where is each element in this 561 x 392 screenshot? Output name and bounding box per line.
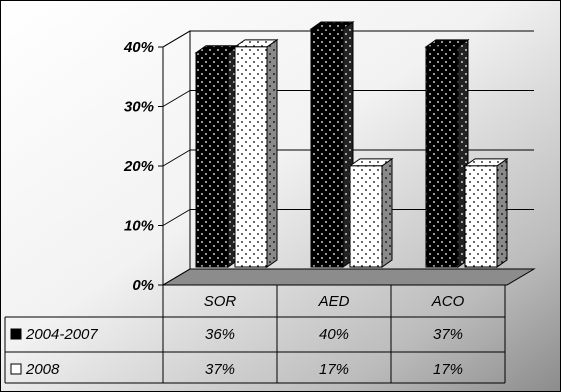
bar-front bbox=[349, 165, 383, 268]
x-tick-label: ACO bbox=[431, 293, 465, 310]
data-table: SOR AED ACO 2004-2007 36% 40% 37% 2008 37% 17% 17% bbox=[4, 285, 506, 384]
bar-front bbox=[310, 28, 344, 268]
gridline-side bbox=[162, 90, 191, 107]
floor bbox=[161, 268, 536, 286]
legend-label: 2004-2007 bbox=[25, 326, 98, 343]
data-label: 17% bbox=[433, 361, 463, 378]
y-tick-label: 0% bbox=[132, 277, 154, 294]
gridline-side bbox=[162, 30, 191, 48]
data-label: 37% bbox=[433, 326, 463, 343]
y-tick-label: 10% bbox=[124, 218, 154, 235]
bar-front bbox=[234, 46, 268, 268]
x-tick-label: SOR bbox=[204, 293, 237, 310]
data-label: 36% bbox=[205, 326, 235, 343]
bar-aed-2004-2007 bbox=[309, 21, 355, 268]
bar-sor-2004-2007 bbox=[194, 44, 240, 268]
y-axis: 0% 10% 20% 30% 40% bbox=[123, 39, 163, 294]
y-tick-label: 40% bbox=[123, 39, 154, 56]
bar-aco-2008 bbox=[463, 157, 509, 268]
bar-side bbox=[381, 157, 393, 268]
legend-marker bbox=[10, 363, 22, 375]
bar-front bbox=[425, 46, 459, 268]
bar-front bbox=[195, 52, 229, 268]
data-label: 40% bbox=[319, 326, 349, 343]
legend-marker bbox=[10, 328, 22, 340]
bar-side bbox=[266, 38, 278, 268]
bar-front bbox=[464, 165, 498, 268]
bar-aed-2008 bbox=[348, 157, 394, 268]
y-tick-label: 20% bbox=[123, 158, 154, 175]
data-label: 37% bbox=[205, 361, 235, 378]
y-tick-label: 30% bbox=[124, 99, 154, 116]
x-tick-label: AED bbox=[318, 293, 350, 310]
gridline-side bbox=[162, 209, 191, 226]
legend-label: 2008 bbox=[25, 361, 60, 378]
bars bbox=[194, 21, 509, 268]
data-label: 17% bbox=[319, 361, 349, 378]
bar-side bbox=[496, 157, 508, 268]
bar-aco-2004-2007 bbox=[424, 38, 470, 268]
bar-sor-2008 bbox=[233, 38, 279, 268]
gridline-side bbox=[162, 149, 191, 167]
